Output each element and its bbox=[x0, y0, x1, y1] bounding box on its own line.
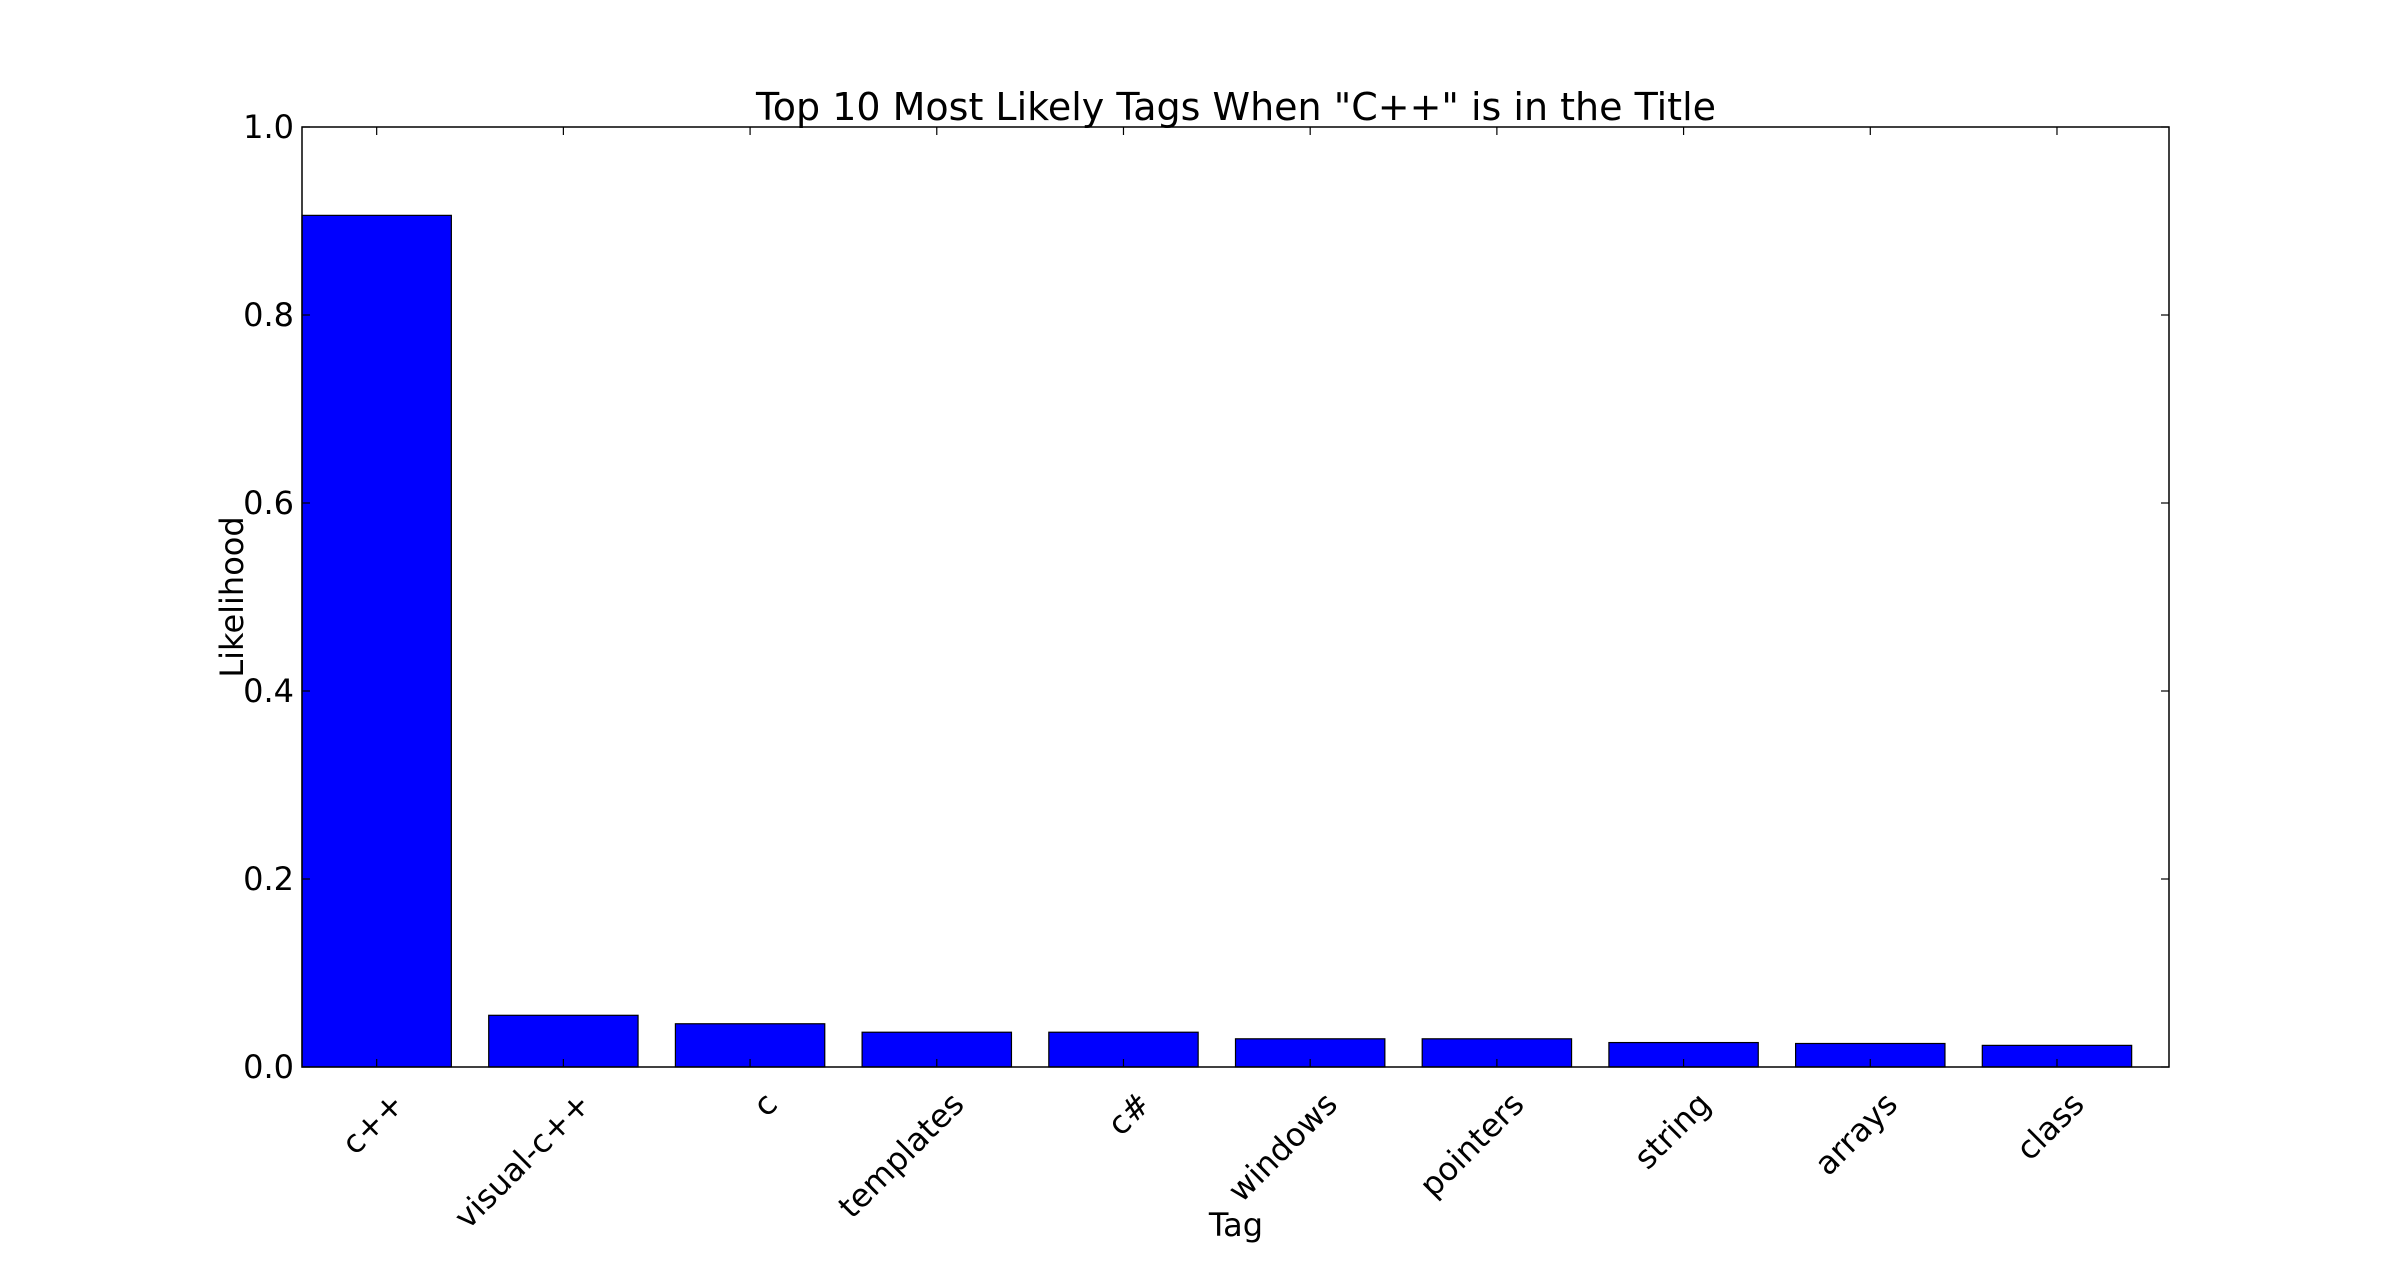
bars-group bbox=[301, 214, 2133, 1068]
x-axis: c++ visual-c++ c templates c# windows pointers… bbox=[334, 127, 2092, 1236]
plot-area bbox=[301, 126, 2170, 1068]
y-tick-label: 1.0 bbox=[243, 108, 294, 146]
x-tick-label: windows bbox=[1220, 1085, 1345, 1210]
bar-0 bbox=[301, 214, 452, 1068]
y-tick-label: 0.0 bbox=[243, 1048, 294, 1086]
bar-3 bbox=[861, 1031, 1013, 1068]
x-tick-label: c++ bbox=[334, 1085, 411, 1162]
x-tick-label: visual-c++ bbox=[447, 1085, 598, 1236]
x-tick-label: templates bbox=[831, 1085, 972, 1226]
x-tick-label: pointers bbox=[1412, 1085, 1532, 1205]
chart-title: Top 10 Most Likely Tags When "C++" is in… bbox=[755, 85, 1716, 129]
x-tick-label: arrays bbox=[1807, 1085, 1905, 1183]
x-tick-label: c bbox=[745, 1085, 784, 1124]
y-tick-label: 0.4 bbox=[243, 672, 294, 710]
bar-1 bbox=[488, 1014, 639, 1068]
y-axis-title: Likelihood bbox=[213, 516, 251, 677]
x-tick-label: string bbox=[1626, 1085, 1718, 1177]
y-axis: 0.0 0.2 0.4 0.6 0.8 1.0 bbox=[243, 108, 2169, 1086]
y-tick-label: 0.6 bbox=[243, 484, 294, 522]
x-tick-label: c# bbox=[1100, 1085, 1158, 1143]
y-tick-label: 0.8 bbox=[243, 296, 294, 334]
x-axis-title: Tag bbox=[1208, 1206, 1263, 1244]
y-tick-label: 0.2 bbox=[243, 860, 294, 898]
x-tick-label: class bbox=[2009, 1085, 2092, 1168]
